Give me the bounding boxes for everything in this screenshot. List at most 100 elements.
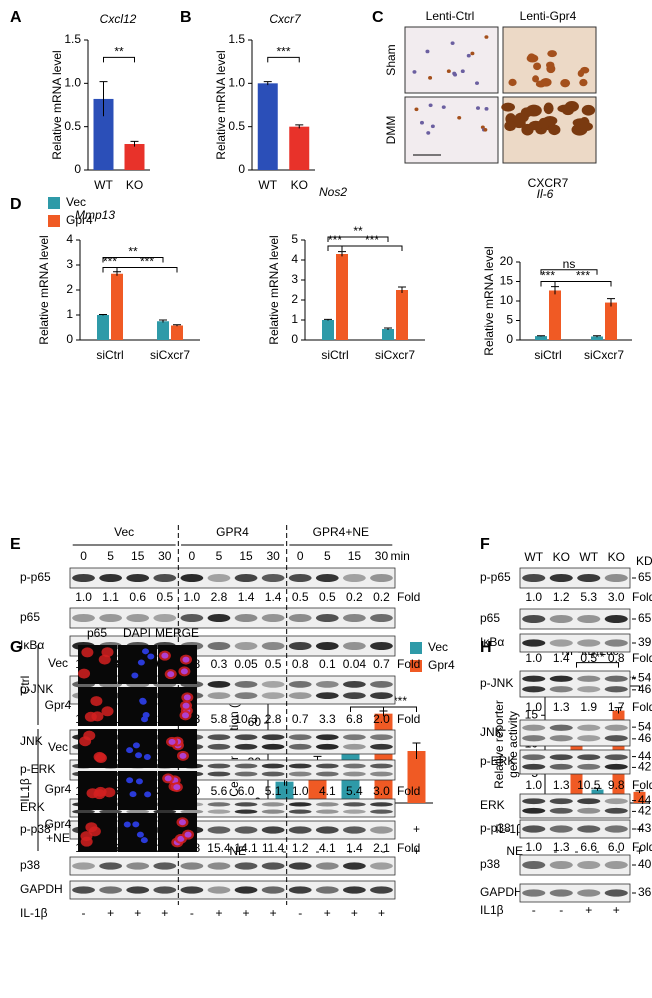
cell	[412, 70, 417, 74]
lane-label: 15	[131, 549, 145, 563]
fold-value: 3.0	[373, 784, 390, 798]
blot-strip	[519, 608, 631, 630]
band	[207, 692, 231, 699]
nucleus	[177, 835, 185, 842]
cell	[425, 49, 430, 54]
fold-value: 6.6	[580, 840, 597, 854]
y-axis-label: Relative mRNA level	[214, 50, 228, 159]
band	[549, 735, 573, 742]
y-tick-label: 3	[66, 257, 73, 271]
y-tick-label: 10	[500, 293, 514, 307]
x-tick-label: siCtrl	[96, 348, 123, 362]
y-axis-label: gene activity	[506, 711, 520, 778]
band	[288, 692, 312, 699]
cell	[475, 106, 480, 110]
bar	[322, 320, 334, 340]
band	[234, 681, 258, 688]
band	[549, 686, 573, 693]
cell	[475, 81, 480, 85]
nucleus	[182, 656, 190, 663]
fold-value: 1.3	[553, 778, 570, 792]
x-tick-label: siCtrl	[534, 348, 561, 362]
band	[234, 614, 258, 622]
legend-label: Vec	[428, 640, 448, 654]
y-tick-label: 2	[291, 292, 298, 306]
band	[522, 735, 546, 742]
band	[180, 862, 204, 870]
treatment-label: IL-1β	[20, 906, 48, 920]
fold-value: 0.5	[319, 590, 336, 604]
band	[370, 802, 393, 807]
cell	[535, 80, 547, 88]
band	[604, 861, 628, 869]
error-bar	[159, 319, 167, 323]
fold-value: 4.1	[319, 841, 336, 855]
band	[577, 574, 601, 582]
significance-label: **	[353, 224, 363, 238]
bar	[257, 83, 278, 170]
band	[180, 886, 204, 894]
band	[343, 886, 366, 894]
cell	[441, 105, 446, 109]
blot-label: p38	[480, 857, 500, 871]
x-tick-label: siCxcr7	[375, 348, 415, 362]
nucleus	[182, 702, 190, 709]
cell	[532, 75, 540, 83]
significance-label: **	[128, 245, 138, 259]
fold-value: 1.0	[525, 840, 542, 854]
bar	[396, 290, 408, 340]
significance-bracket	[540, 269, 598, 275]
blot-label: p65	[20, 610, 40, 624]
fold-value: 2.8	[211, 590, 228, 604]
band	[604, 675, 628, 682]
y-axis-label: Relative mRNA level	[37, 235, 51, 344]
band	[522, 763, 546, 770]
fold-value: 2.8	[265, 712, 282, 726]
blot-strip	[69, 856, 396, 876]
y-tick-label: 0	[291, 332, 298, 346]
blot-label: p-p65	[480, 570, 511, 584]
micrograph	[118, 729, 157, 768]
band	[522, 861, 546, 869]
chart-title: Mmp13	[75, 208, 115, 222]
band	[522, 675, 546, 682]
band	[549, 763, 573, 770]
fold-label: Fold	[397, 784, 420, 798]
band	[153, 614, 177, 622]
legend-swatch	[410, 642, 422, 654]
error-bar	[607, 298, 615, 307]
condition-sign: +	[413, 844, 420, 858]
band	[549, 798, 573, 805]
blot-strip	[69, 880, 396, 900]
nucleus	[184, 831, 192, 838]
fold-value: 0.5	[580, 651, 597, 665]
blot-strip	[519, 819, 631, 839]
band	[153, 809, 177, 814]
treatment-sign: +	[107, 906, 114, 920]
fold-value: 1.0	[525, 700, 542, 714]
legend-label: Gpr4	[428, 658, 455, 672]
blot-strip	[69, 567, 396, 589]
fold-value: 2.0	[373, 712, 390, 726]
band	[577, 889, 601, 897]
row-label: Gpr4	[45, 782, 72, 796]
row-label: Vec	[48, 656, 68, 670]
band	[207, 763, 231, 769]
blot-label: p65	[480, 611, 500, 625]
cell	[83, 730, 96, 741]
column-label: Lenti-Ctrl	[426, 9, 475, 23]
fold-label: Fold	[632, 590, 652, 604]
significance-bracket	[383, 706, 417, 712]
band	[604, 724, 628, 731]
condition-sign: -	[349, 844, 353, 858]
kd-unit: KD	[636, 554, 652, 568]
nucleus	[135, 752, 143, 759]
fold-value: 1.0	[184, 590, 201, 604]
treatment-sign: +	[134, 906, 141, 920]
fold-value: 9.8	[608, 778, 625, 792]
y-tick-label: 1.0	[228, 76, 245, 90]
row-label: Vec	[48, 740, 68, 754]
kd-label: 44	[638, 749, 652, 763]
band	[288, 862, 312, 870]
